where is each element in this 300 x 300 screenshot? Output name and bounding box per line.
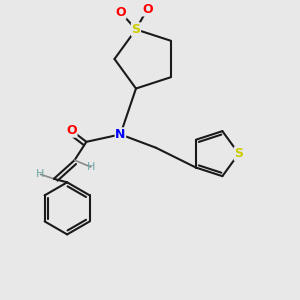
Text: O: O xyxy=(115,6,126,19)
Text: H: H xyxy=(87,162,95,172)
Text: H: H xyxy=(36,169,45,179)
Text: O: O xyxy=(142,3,152,16)
Text: S: S xyxy=(131,23,140,36)
Text: O: O xyxy=(66,124,77,137)
Text: S: S xyxy=(234,147,243,160)
Text: N: N xyxy=(115,128,126,141)
